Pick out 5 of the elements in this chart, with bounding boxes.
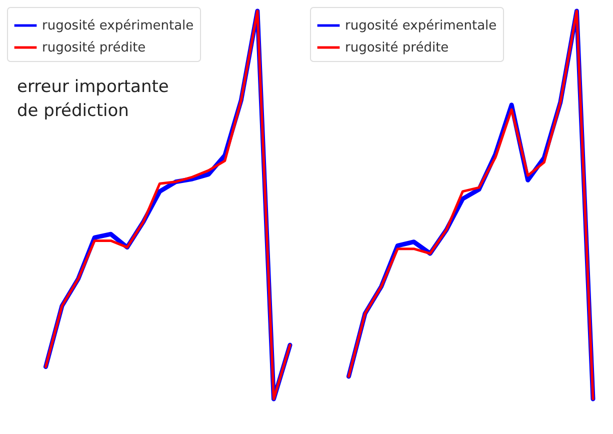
legend-label: rugosité prédite [42,40,146,56]
legend-label: rugosité expérimentale [345,18,497,34]
annotation: erreur importante de prédiction [17,77,169,121]
legend-label: rugosité expérimentale [42,18,194,34]
legend-label: rugosité prédite [345,40,449,56]
